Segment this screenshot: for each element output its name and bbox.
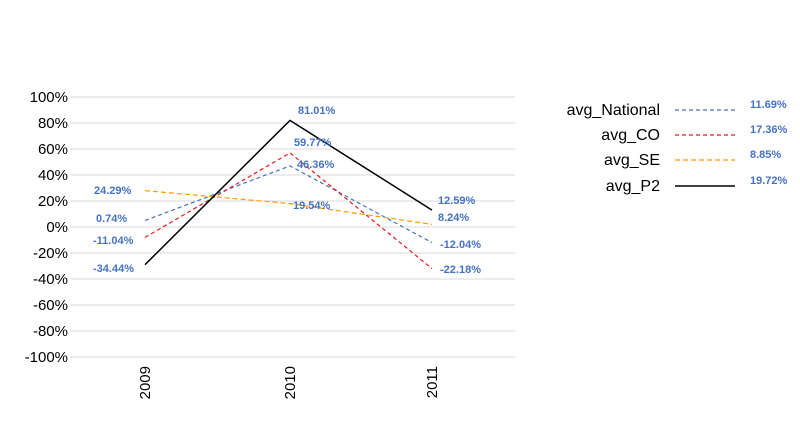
y-axis-ticks: -100% -80% -60% -40% -20% 0% 20% 40% 60% 80% 100% bbox=[25, 89, 68, 366]
y-tick-label: 100% bbox=[30, 89, 68, 106]
data-label: -22.18% bbox=[440, 264, 481, 276]
data-label: 81.01% bbox=[298, 105, 336, 117]
y-tick-label: -40% bbox=[33, 271, 68, 288]
legend-label: avg_National bbox=[567, 102, 660, 119]
y-tick-label: 40% bbox=[38, 167, 68, 184]
data-label: -12.04% bbox=[440, 239, 481, 251]
y-tick-label: 0% bbox=[46, 219, 68, 236]
y-tick-label: 60% bbox=[38, 141, 68, 158]
x-tick-label: 2011 bbox=[424, 366, 441, 398]
legend-value: 17.36% bbox=[750, 124, 788, 136]
legend-label: avg_SE bbox=[604, 152, 660, 169]
legend-value: 8.85% bbox=[750, 149, 781, 161]
legend: avg_National 11.69% avg_CO 17.36% avg_SE 8.85… bbox=[567, 99, 788, 195]
data-label: 12.59% bbox=[438, 195, 476, 207]
data-labels: 24.29% 19.54% 8.24% 0.74% 46.36% -12.04% -11.0… bbox=[93, 105, 481, 276]
y-tick-label: 20% bbox=[38, 193, 68, 210]
data-label: 46.36% bbox=[297, 159, 335, 171]
series-lines bbox=[144, 119, 433, 270]
series-line-avg_CO bbox=[144, 152, 433, 270]
gridlines bbox=[70, 96, 515, 358]
data-label: -11.04% bbox=[93, 235, 134, 247]
legend-label: avg_CO bbox=[601, 127, 660, 144]
series-line-avg_SE bbox=[144, 190, 433, 225]
series-line-avg_P2 bbox=[144, 119, 433, 266]
legend-value: 11.69% bbox=[750, 99, 787, 111]
y-tick-label: -20% bbox=[33, 245, 68, 262]
y-tick-label: -100% bbox=[25, 349, 68, 366]
x-axis-ticks: 2009 2010 2011 bbox=[137, 366, 441, 399]
data-label: 24.29% bbox=[94, 185, 132, 197]
y-tick-label: -60% bbox=[33, 297, 68, 314]
data-label: 0.74% bbox=[96, 213, 127, 225]
y-tick-label: -80% bbox=[33, 323, 68, 340]
data-label: 59.77% bbox=[294, 137, 332, 149]
data-label: -34.44% bbox=[93, 263, 134, 275]
legend-value: 19.72% bbox=[750, 175, 788, 187]
legend-label: avg_P2 bbox=[606, 178, 660, 195]
y-tick-label: 80% bbox=[38, 115, 68, 132]
x-tick-label: 2009 bbox=[137, 366, 154, 399]
x-tick-label: 2010 bbox=[282, 366, 299, 399]
data-label: 19.54% bbox=[293, 200, 331, 212]
data-label: 8.24% bbox=[438, 212, 469, 224]
series-line-avg_National bbox=[144, 165, 433, 244]
